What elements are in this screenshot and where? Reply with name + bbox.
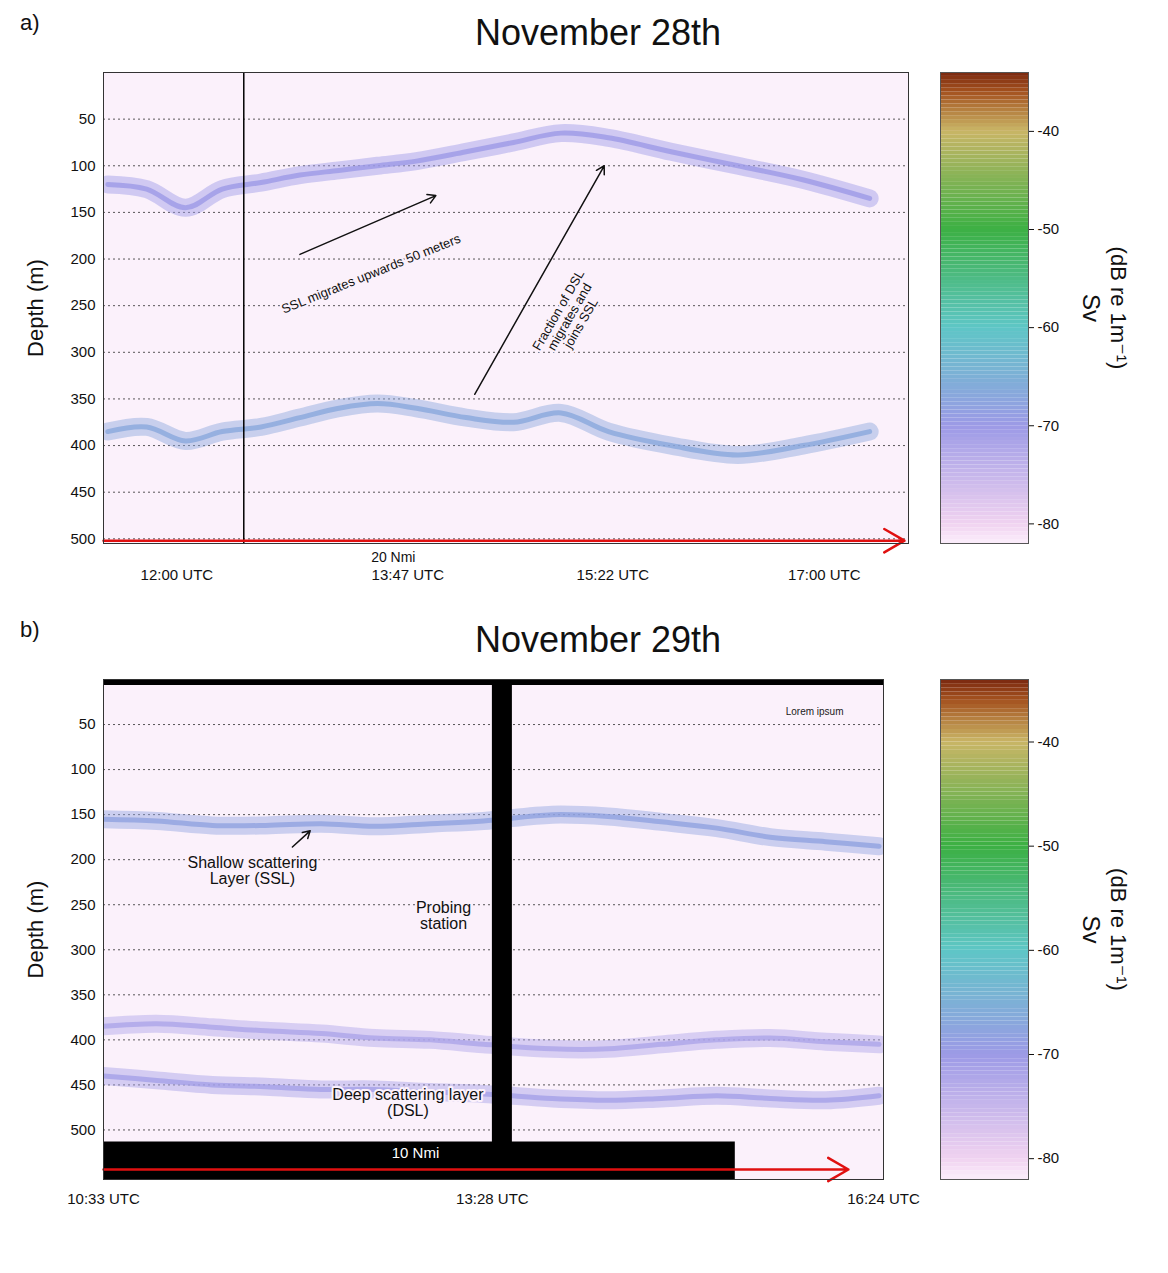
html-text:b): b)	[20, 617, 40, 642]
svg-text:300: 300	[70, 343, 95, 360]
svg-text:15:22 UTC: 15:22 UTC	[577, 566, 650, 583]
svg-text:16:24 UTC: 16:24 UTC	[847, 1190, 920, 1207]
html-text:November 28th: November 28th	[474, 12, 722, 53]
svg-text:20 Nmi: 20 Nmi	[371, 549, 415, 565]
svg-text:200: 200	[70, 250, 95, 267]
svg-text:10:33 UTC: 10:33 UTC	[67, 1190, 140, 1207]
svg-text:150: 150	[70, 805, 95, 822]
svg-text:13:28 UTC: 13:28 UTC	[456, 1190, 529, 1207]
html-text:November 29th: November 29th	[474, 619, 722, 660]
svg-text:Probingstation: Probingstation	[416, 899, 471, 932]
svg-text:13:47 UTC: 13:47 UTC	[372, 566, 445, 583]
svg-text:50: 50	[79, 715, 96, 732]
svg-text:12:00 UTC: 12:00 UTC	[141, 566, 214, 583]
svg-text:-70: -70	[1038, 1045, 1060, 1062]
svg-text:450: 450	[70, 483, 95, 500]
svg-text:200: 200	[70, 850, 95, 867]
svg-text:500: 500	[70, 530, 95, 547]
svg-text:10 Nmi: 10 Nmi	[392, 1144, 440, 1161]
svg-text:400: 400	[70, 1031, 95, 1048]
svg-text:-80: -80	[1038, 1149, 1060, 1166]
svg-text:Deep scattering layer(DSL): Deep scattering layer(DSL)	[332, 1086, 484, 1119]
svg-text:250: 250	[70, 896, 95, 913]
svg-text:Shallow scatteringLayer (SSL): Shallow scatteringLayer (SSL)	[187, 854, 317, 887]
svg-text:Fraction of DSLmigrates andjoi: Fraction of DSLmigrates andjoins SSL	[529, 267, 610, 366]
svg-text:150: 150	[70, 203, 95, 220]
html-text:a): a)	[20, 10, 40, 35]
svg-text:-60: -60	[1038, 941, 1060, 958]
svg-text:-80: -80	[1038, 515, 1060, 532]
svg-text:-60: -60	[1038, 318, 1060, 335]
svg-text:300: 300	[70, 941, 95, 958]
svg-text:-40: -40	[1038, 122, 1060, 139]
svg-text:-40: -40	[1038, 733, 1060, 750]
svg-text:(dB re 1m⁻¹): (dB re 1m⁻¹)	[1106, 247, 1131, 370]
svg-text:-70: -70	[1038, 417, 1060, 434]
svg-text:(dB re 1m⁻¹): (dB re 1m⁻¹)	[1106, 868, 1131, 991]
svg-text:Sv: Sv	[1078, 915, 1105, 943]
svg-text:100: 100	[70, 760, 95, 777]
svg-text:400: 400	[70, 436, 95, 453]
svg-text:17:00 UTC: 17:00 UTC	[788, 566, 861, 583]
svg-text:50: 50	[79, 110, 96, 127]
svg-text:-50: -50	[1038, 837, 1060, 854]
svg-text:350: 350	[70, 986, 95, 1003]
svg-text:450: 450	[70, 1076, 95, 1093]
svg-text:Lorem ipsum: Lorem ipsum	[786, 706, 844, 717]
svg-text:Sv: Sv	[1078, 294, 1105, 322]
svg-text:-50: -50	[1038, 220, 1060, 237]
svg-text:Depth (m): Depth (m)	[23, 259, 48, 357]
svg-text:SSL migrates upwards 50 meters: SSL migrates upwards 50 meters	[279, 231, 463, 317]
svg-text:100: 100	[70, 157, 95, 174]
svg-text:250: 250	[70, 296, 95, 313]
svg-text:500: 500	[70, 1121, 95, 1138]
svg-text:Depth (m): Depth (m)	[23, 881, 48, 979]
svg-text:350: 350	[70, 390, 95, 407]
